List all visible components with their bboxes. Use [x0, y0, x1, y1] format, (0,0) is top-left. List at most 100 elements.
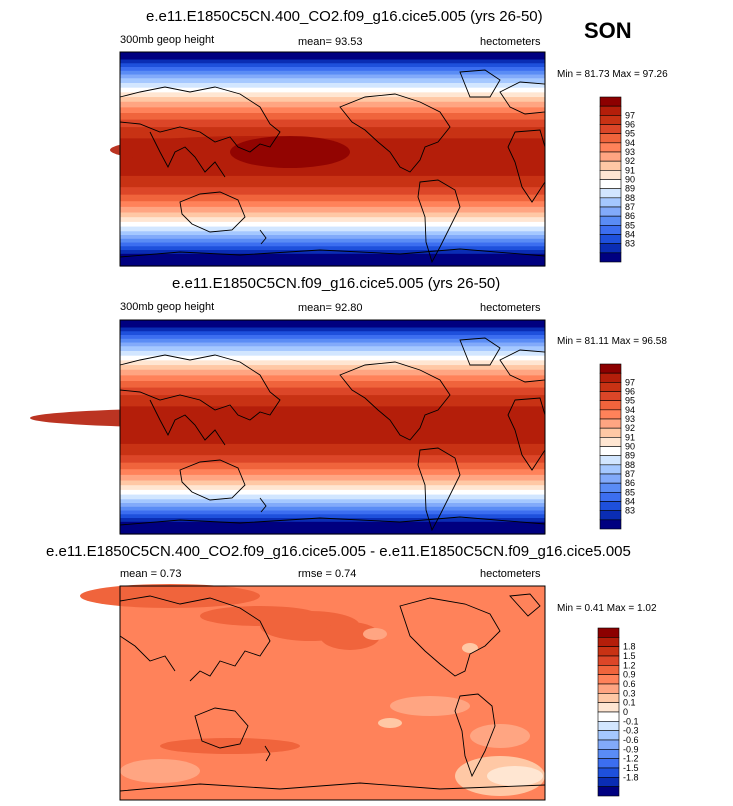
colorbar-box: [597, 702, 620, 713]
field-band: [120, 194, 545, 202]
colorbar-box: [599, 142, 622, 153]
field-band: [120, 443, 545, 456]
coastline: [119, 782, 546, 792]
continent-outlines: [119, 593, 546, 792]
colorbar-label: 85: [625, 487, 635, 497]
map-panel-3: [80, 584, 546, 801]
colorbar-label: 96: [625, 387, 635, 397]
colorbar-box: [597, 777, 620, 787]
coastline: [194, 707, 249, 749]
field-band: [120, 331, 545, 336]
colorbar-label: 97: [625, 110, 635, 120]
colorbar-box: [597, 758, 620, 769]
field-band: [120, 338, 545, 344]
colorbar-label: 92: [625, 156, 635, 166]
continent-outlines: [119, 337, 546, 532]
field-band: [120, 63, 545, 68]
colorbar-box: [599, 519, 622, 530]
field-band: [120, 127, 545, 139]
colorbar-label: -1.2: [623, 754, 639, 764]
panel-1-units-label: hectometers: [480, 36, 541, 48]
colorbar-box: [597, 665, 620, 675]
field-band: [120, 342, 545, 347]
field-band: [120, 70, 545, 76]
colorbar-label: 86: [625, 478, 635, 488]
colorbar-box: [599, 234, 622, 244]
field-band: [120, 59, 545, 64]
coastline: [507, 397, 546, 471]
coastline: [417, 447, 461, 532]
colorbar-box: [599, 382, 622, 392]
field-band: [120, 175, 545, 188]
colorbar-box: [597, 693, 620, 703]
colorbar-label: 95: [625, 396, 635, 406]
colorbar-label: 0.6: [623, 679, 636, 689]
colorbar-label: 90: [625, 175, 635, 185]
field-band: [120, 335, 545, 340]
field-band: [120, 355, 545, 361]
colorbar-label: 91: [625, 165, 635, 175]
colorbar-label: 91: [625, 432, 635, 442]
colorbar-label: 93: [625, 414, 635, 424]
field-band: [120, 474, 545, 482]
panel-3-rmse-label: rmse = 0.74: [298, 568, 357, 580]
colorbar-box: [599, 225, 622, 235]
field-band: [120, 346, 545, 352]
colorbar-box: [597, 655, 620, 666]
colorbar-label: 0.3: [623, 688, 636, 698]
anomaly-region: [487, 766, 543, 786]
coastline: [149, 131, 226, 178]
colorbar-label: 83: [625, 239, 635, 249]
colorbar-label: -1.8: [623, 772, 639, 782]
field-band: [120, 250, 545, 255]
colorbar-box: [597, 730, 620, 741]
coastline: [399, 597, 501, 677]
field-band: [120, 514, 545, 519]
colorbar-box: [599, 492, 622, 502]
colorbar-label: 90: [625, 442, 635, 452]
colorbar-label: 94: [625, 138, 635, 148]
field-band: [120, 375, 545, 382]
field-band: [120, 242, 545, 247]
colorbar-box: [599, 115, 622, 125]
panel-1-mean-label: mean= 93.53: [298, 36, 363, 48]
field-band: [120, 499, 545, 504]
colorbar-label: 92: [625, 423, 635, 433]
field-band: [120, 221, 545, 228]
colorbar-label: -0.1: [623, 716, 639, 726]
colorbar-label: 1.2: [623, 660, 636, 670]
colorbar-box: [597, 711, 620, 722]
panel-2-units-label: hectometers: [480, 302, 541, 314]
field-band: [120, 206, 545, 214]
coastline: [119, 354, 281, 421]
colorbar-box: [599, 437, 622, 447]
colorbar-box: [599, 391, 622, 401]
field-band: [120, 74, 545, 79]
field-band: [120, 92, 545, 98]
colorbar-box: [599, 160, 622, 171]
field-band: [120, 395, 545, 407]
colorbar-box: [599, 133, 622, 144]
coastline: [259, 229, 267, 245]
field-band: [120, 246, 545, 251]
colorbar-label: -0.9: [623, 744, 639, 754]
field-band: [120, 506, 545, 512]
colorbar-box: [597, 627, 620, 638]
colorbar-label: -1.5: [623, 763, 639, 773]
field-band: [120, 67, 545, 72]
coastline: [259, 497, 267, 513]
colorbar-label: 93: [625, 147, 635, 157]
field-band: [120, 87, 545, 93]
colorbar-box: [599, 124, 622, 134]
coastline: [119, 635, 176, 672]
field-band: [120, 455, 545, 464]
colorbar-label: -0.3: [623, 726, 639, 736]
field-band: [120, 381, 545, 389]
season-label: SON: [584, 18, 632, 43]
field-band: [120, 101, 545, 108]
colorbar-box: [599, 482, 622, 493]
field-band: [120, 52, 545, 61]
field-band: [120, 503, 545, 508]
field-band: [120, 201, 545, 208]
